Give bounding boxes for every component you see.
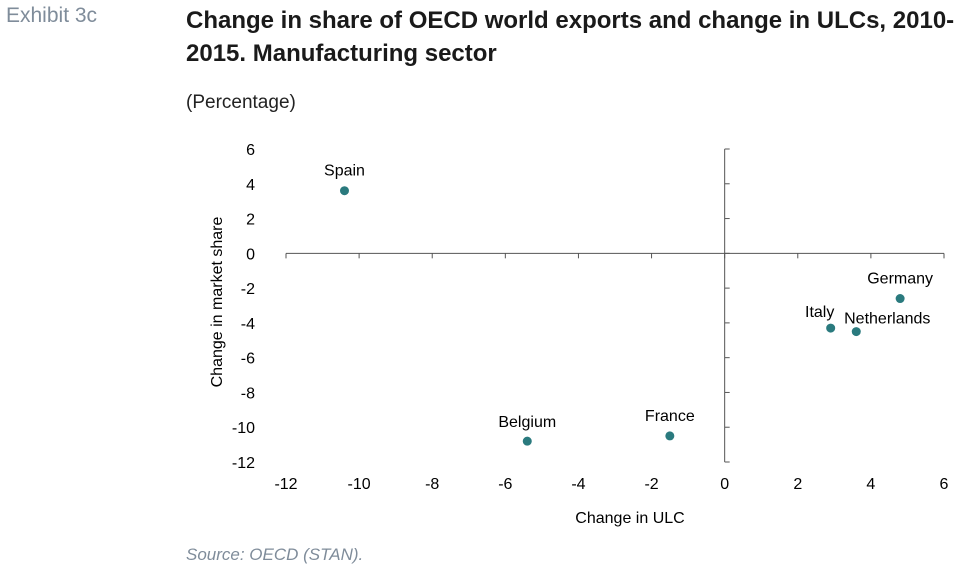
data-point: [339, 186, 349, 196]
y-axis-title: Change in market share: [209, 217, 226, 388]
data-point-label: Germany: [867, 271, 933, 288]
x-tick-label: -4: [571, 476, 585, 493]
y-tick-label: 2: [246, 212, 255, 229]
y-tick-label: -2: [241, 281, 255, 298]
data-point: [895, 294, 905, 304]
data-point: [826, 323, 836, 333]
x-tick-label: -2: [644, 476, 658, 493]
x-tick-label: -8: [425, 476, 439, 493]
data-point: [851, 327, 861, 337]
y-tick-label: 4: [246, 177, 255, 194]
y-tick-label: -6: [241, 351, 255, 368]
x-tick-label: 4: [866, 476, 875, 493]
data-point-label: Italy: [805, 304, 834, 321]
x-tick-label: -12: [274, 476, 297, 493]
chart-subtitle: (Percentage): [186, 92, 296, 113]
chart-title: Change in share of OECD world exports an…: [186, 7, 955, 67]
data-point-label: Spain: [324, 163, 365, 180]
y-tick-label: -12: [232, 455, 255, 472]
y-tick-label: 0: [246, 246, 255, 263]
y-tick-label: -10: [232, 420, 255, 437]
data-point: [522, 436, 532, 446]
data-point-label: France: [645, 408, 695, 425]
data-point-label: Belgium: [498, 414, 556, 431]
x-tick-label: 0: [720, 476, 729, 493]
x-tick-label: 2: [793, 476, 802, 493]
y-tick-label: -8: [241, 385, 255, 402]
x-tick-label: 6: [940, 476, 949, 493]
data-point-label: Netherlands: [844, 311, 930, 328]
source-note: Source: OECD (STAN).: [186, 545, 364, 564]
exhibit-label: Exhibit 3c: [6, 4, 98, 27]
y-tick-label: 6: [246, 142, 255, 159]
x-tick-label: -10: [348, 476, 371, 493]
x-tick-label: -6: [498, 476, 512, 493]
x-axis-title: Change in ULC: [575, 510, 684, 527]
data-point: [665, 431, 675, 441]
y-tick-label: -4: [241, 316, 255, 333]
